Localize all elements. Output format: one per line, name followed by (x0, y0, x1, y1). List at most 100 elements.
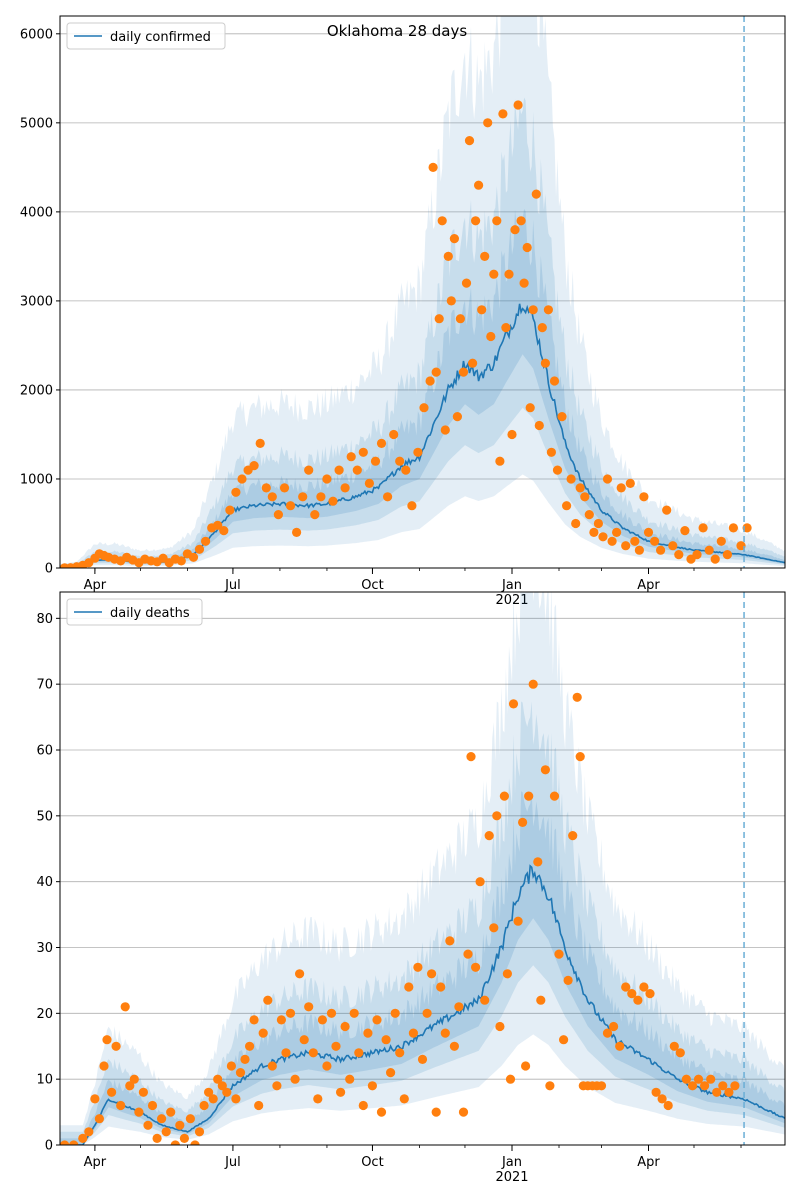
observed-point (316, 492, 326, 502)
observed-point (639, 492, 649, 502)
x-tick-label: Jan (501, 578, 522, 593)
observed-point (492, 216, 502, 226)
observed-point (428, 162, 438, 172)
observed-point (507, 429, 517, 440)
observed-point (513, 100, 523, 110)
observed-point (261, 483, 271, 493)
observed-point (463, 949, 473, 959)
observed-point (249, 1015, 259, 1025)
uncertainty-band-3 (60, 791, 785, 1145)
observed-point (422, 1008, 432, 1018)
observed-point (534, 420, 544, 431)
observed-point (483, 118, 493, 128)
observed-point (484, 831, 494, 841)
observed-point (609, 1021, 619, 1032)
observed-point (322, 474, 332, 484)
y-tick-label: 6000 (20, 27, 53, 42)
observed-point (580, 492, 590, 502)
observed-point (367, 1081, 377, 1091)
observed-point (572, 692, 582, 702)
observed-point (336, 1087, 346, 1097)
observed-point (537, 323, 547, 333)
observed-point (125, 1081, 135, 1091)
observed-point (204, 1087, 214, 1097)
observed-point (519, 278, 529, 288)
observed-point (589, 527, 599, 538)
observed-point (90, 1094, 100, 1104)
observed-point (328, 496, 338, 506)
observed-point (593, 518, 604, 529)
observed-point (675, 1048, 685, 1058)
observed-point (219, 526, 229, 536)
observed-point (240, 1054, 250, 1064)
observed-point (226, 1061, 236, 1071)
observed-point (84, 1127, 94, 1137)
observed-point (364, 478, 374, 488)
observed-point (449, 1041, 459, 1051)
observed-point (724, 1087, 734, 1097)
observed-point (562, 501, 572, 511)
observed-point (407, 501, 417, 511)
observed-point (313, 1094, 323, 1104)
observed-point (559, 1035, 569, 1045)
uncertainty-band-2 (60, 97, 785, 568)
observed-point (404, 982, 414, 992)
observed-point (657, 1094, 667, 1104)
observed-point (129, 1074, 139, 1084)
observed-point (466, 752, 476, 762)
legend-label: daily deaths (110, 606, 190, 621)
observed-point (255, 438, 265, 448)
x-tick-label: Jul (224, 1155, 241, 1170)
observed-point (358, 447, 368, 457)
observed-point (263, 995, 273, 1005)
observed-point (449, 234, 459, 244)
observed-point (668, 541, 678, 551)
observed-point (304, 1002, 314, 1012)
observed-point (334, 465, 344, 475)
observed-point (436, 982, 446, 992)
observed-point (272, 1081, 282, 1091)
observed-point (495, 1021, 505, 1032)
observed-point (208, 1094, 218, 1104)
observed-point (656, 545, 666, 555)
confirmed-panel: 0 1000 2000 3000 4000 5000 6000 Apr Jul Oct Jan Apr… (20, 15, 786, 608)
observed-point (495, 456, 505, 466)
observed-point (326, 1008, 337, 1018)
observed-point (681, 1074, 692, 1084)
observed-point (663, 1100, 673, 1111)
observed-point (598, 532, 608, 542)
observed-point (213, 1074, 223, 1084)
observed-point (651, 1087, 661, 1097)
observed-point (298, 492, 308, 502)
observed-point (279, 483, 290, 493)
y-tick-label: 10 (36, 1073, 53, 1088)
observed-point (621, 982, 631, 992)
observed-point (549, 791, 560, 801)
observed-point (185, 1114, 195, 1124)
observed-point (235, 1068, 246, 1078)
observed-point (331, 1041, 341, 1051)
observed-point (730, 1081, 740, 1091)
observed-point (111, 1041, 121, 1051)
legend-box (66, 22, 226, 50)
plot-area (60, 16, 785, 568)
observed-point (522, 242, 532, 253)
observed-point (545, 1081, 555, 1091)
observed-point (170, 1140, 180, 1145)
observed-point (510, 225, 520, 235)
observed-point (502, 969, 512, 979)
observed-point (501, 323, 511, 333)
observed-point (480, 995, 490, 1005)
axes-frame (59, 591, 786, 1146)
observed-point (639, 982, 649, 992)
observed-point (413, 962, 423, 972)
observed-point (245, 1041, 255, 1051)
observed-point (710, 554, 720, 564)
observed-point (386, 1068, 396, 1078)
observed-point (322, 1061, 332, 1071)
observed-point (401, 465, 411, 475)
observed-point (704, 545, 714, 555)
observed-point (524, 791, 534, 801)
observed-point (575, 752, 585, 762)
